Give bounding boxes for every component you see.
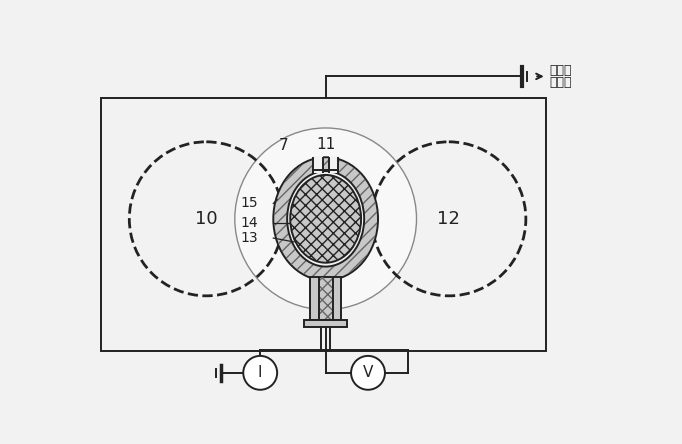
Text: 连接至: 连接至 xyxy=(550,64,572,78)
Bar xyxy=(318,278,333,320)
Bar xyxy=(101,98,546,350)
Text: 13: 13 xyxy=(240,231,258,245)
Text: I: I xyxy=(258,365,263,381)
Text: 11: 11 xyxy=(316,137,336,152)
Text: 14: 14 xyxy=(240,216,258,230)
Ellipse shape xyxy=(273,157,378,281)
Circle shape xyxy=(351,356,385,390)
Bar xyxy=(310,278,341,320)
Ellipse shape xyxy=(287,171,364,266)
Text: 下电极: 下电极 xyxy=(550,76,572,89)
Bar xyxy=(304,320,347,327)
Bar xyxy=(313,156,323,173)
Text: 7: 7 xyxy=(278,138,288,153)
Circle shape xyxy=(235,128,417,310)
Ellipse shape xyxy=(291,175,361,263)
Text: 15: 15 xyxy=(240,196,258,210)
Text: V: V xyxy=(363,365,373,381)
Text: 10: 10 xyxy=(195,210,218,228)
Bar xyxy=(329,156,338,173)
Circle shape xyxy=(243,356,277,390)
Text: 12: 12 xyxy=(437,210,460,228)
